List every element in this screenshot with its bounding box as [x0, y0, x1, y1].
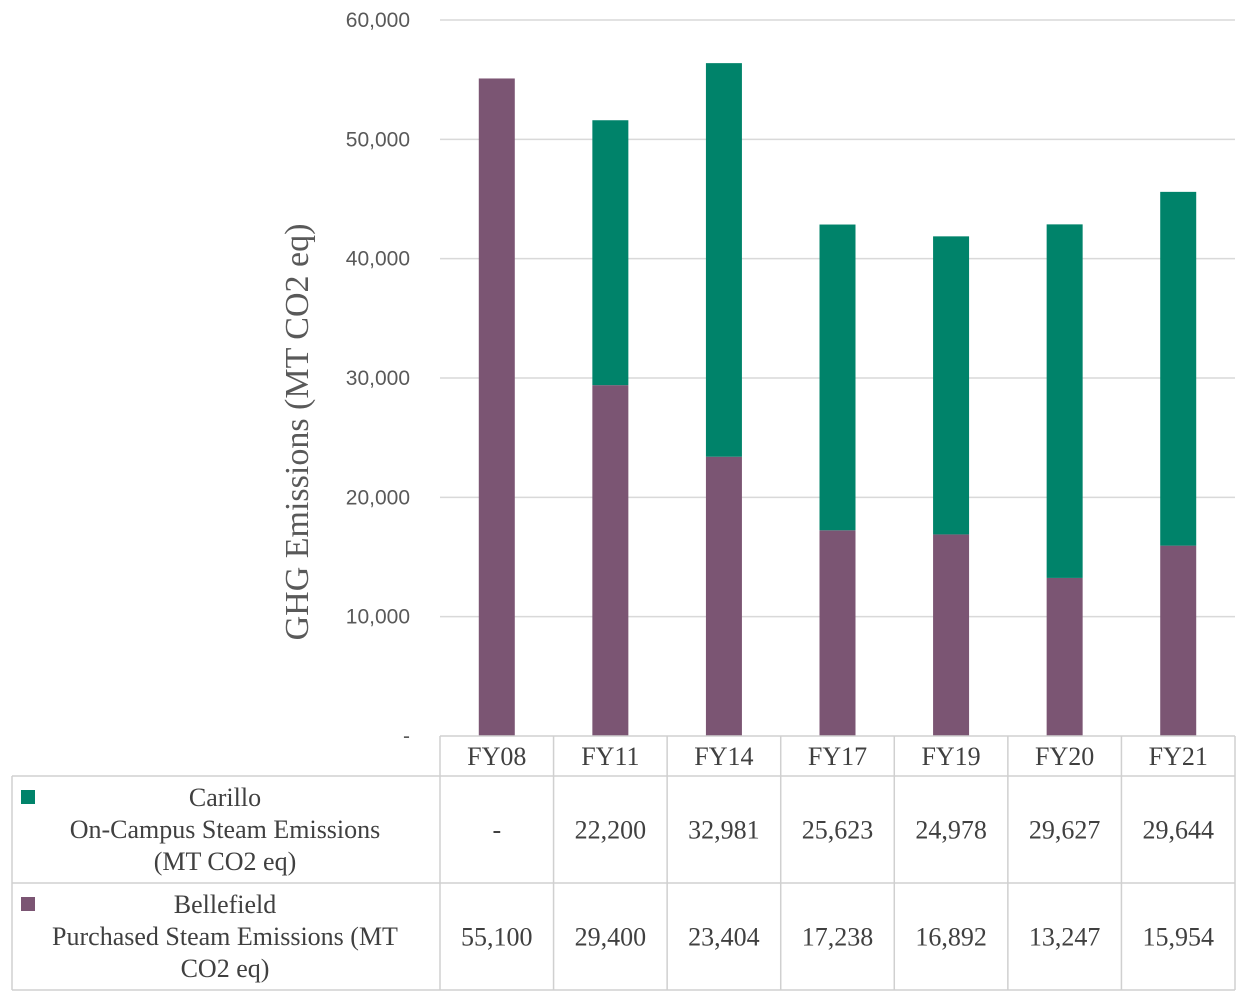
- bar-fy11-series-1: [592, 385, 629, 736]
- legend-label: Carillo: [189, 783, 261, 812]
- data-label: 29,644: [1142, 816, 1214, 845]
- x-tick-label: FY11: [581, 742, 639, 771]
- y-tick-label: -: [403, 725, 410, 748]
- data-label: 22,200: [575, 816, 647, 845]
- legend-swatch: [21, 897, 35, 911]
- bar-fy14-series-2: [705, 63, 742, 457]
- y-tick-label: 50,000: [346, 128, 410, 151]
- data-label: 15,954: [1142, 923, 1214, 952]
- legend-label: On-Campus Steam Emissions: [70, 815, 381, 844]
- bar-fy14-series-1: [705, 456, 742, 736]
- legend-label: CO2 eq): [181, 954, 270, 983]
- legend-label: Bellefield: [174, 890, 277, 919]
- y-axis-title: GHG Emissions (MT CO2 eq): [279, 224, 316, 641]
- y-tick-label: 40,000: [346, 248, 410, 271]
- bar-fy19-series-1: [933, 534, 970, 736]
- bar-fy21-series-2: [1160, 191, 1197, 546]
- data-label: 29,627: [1029, 816, 1101, 845]
- x-tick-label: FY08: [467, 742, 526, 771]
- x-tick-label: FY19: [921, 742, 980, 771]
- data-label: 17,238: [802, 923, 874, 952]
- bar-fy17-series-2: [819, 224, 856, 531]
- data-label: 24,978: [915, 816, 987, 845]
- data-label: 32,981: [688, 816, 760, 845]
- legend-label: (MT CO2 eq): [154, 847, 297, 876]
- x-tick-label: FY17: [808, 742, 867, 771]
- bar-fy17-series-1: [819, 530, 856, 736]
- bar-fy11-series-2: [592, 120, 629, 386]
- data-label: 13,247: [1029, 923, 1101, 952]
- y-tick-label: 10,000: [346, 606, 410, 629]
- legend-label: Purchased Steam Emissions (MT: [52, 922, 398, 951]
- bar-fy08-series-1: [478, 78, 515, 737]
- bar-fy20-series-2: [1046, 224, 1083, 578]
- data-label: 29,400: [575, 923, 647, 952]
- bar-fy21-series-1: [1160, 545, 1197, 736]
- bar-fy19-series-2: [933, 236, 970, 535]
- x-tick-label: FY14: [694, 742, 753, 771]
- bars: [478, 63, 1197, 737]
- y-tick-label: 20,000: [346, 486, 410, 509]
- y-tick-label: 30,000: [346, 367, 410, 390]
- data-label: 25,623: [802, 816, 874, 845]
- data-label: 55,100: [461, 923, 533, 952]
- y-tick-label: 60,000: [346, 9, 410, 32]
- x-tick-label: FY20: [1035, 742, 1094, 771]
- data-label: 23,404: [688, 923, 760, 952]
- data-label: -: [492, 816, 501, 845]
- data-table: FY08 FY11 FY14 FY17 FY19 FY20 FY21 Carillo On-Ca…: [11, 735, 1236, 991]
- y-axis-ticks: - 10,000 20,000 30,000 40,000 50,000 60,000: [346, 9, 410, 748]
- x-tick-label: FY21: [1149, 742, 1208, 771]
- data-label: 16,892: [915, 923, 987, 952]
- legend-swatch: [21, 790, 35, 804]
- bar-fy20-series-1: [1046, 577, 1083, 736]
